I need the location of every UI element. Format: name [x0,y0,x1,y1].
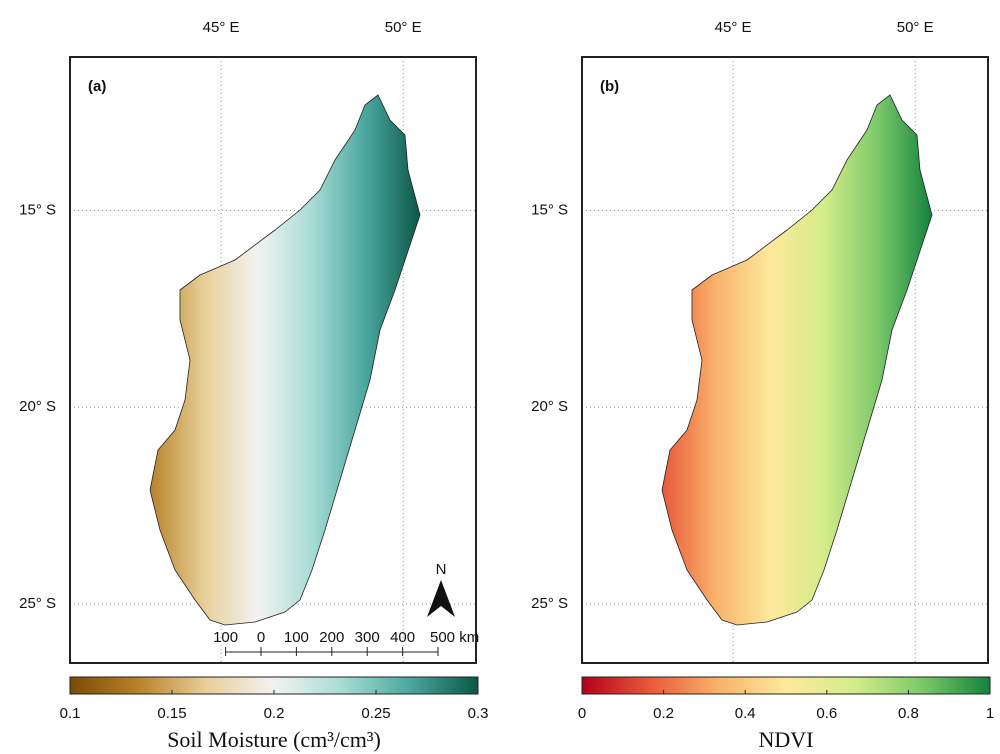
lat-tick-label: 20° S [531,398,568,415]
island [662,95,932,625]
colorbar-tick-label: 1 [986,705,994,722]
lat-tick-label: 25° S [531,595,568,612]
lon-tick-label: 50° E [385,19,422,36]
panel-label: (b) [600,78,619,95]
colorbar-tick-label: 0 [578,705,586,722]
scale-label: 400 [390,629,415,646]
lon-tick-label: 45° E [203,19,240,36]
scale-label: 100 [284,629,309,646]
colorbar-tick-label: 0.6 [816,705,837,722]
scale-label: 200 [319,629,344,646]
colorbar-label: NDVI [759,727,814,752]
colorbar-tick-label: 0.4 [735,705,756,722]
lat-tick-label: 15° S [19,201,56,218]
island [150,95,420,625]
colorbar-tick-label: 0.2 [653,705,674,722]
lon-tick-label: 45° E [715,19,752,36]
panel-label: (a) [88,78,106,95]
lat-tick-label: 25° S [19,595,56,612]
colorbar-tick-label: 0.8 [898,705,919,722]
colorbar-tick-label: 0.1 [60,705,81,722]
colorbar-tick-label: 0.3 [468,705,489,722]
north-label: N [436,561,447,578]
lon-tick-label: 50° E [897,19,934,36]
colorbar-tick-label: 0.15 [157,705,186,722]
colorbar-tick-label: 0.25 [361,705,390,722]
scale-label: 0 [257,629,265,646]
lat-tick-label: 15° S [531,201,568,218]
colorbar [582,677,990,694]
figure: 45° E 50° E 15° S 20° S 25° S (a) 0.1 0.15 0.2 0.… [0,0,1000,754]
north-arrow [427,580,455,617]
scale-label: 100 [213,629,238,646]
scale-label: 500 km [430,629,479,646]
map-panel: 45° E 50° E 15° S 20° S 25° S (a) 0.1 0.15 0.2 0.… [19,19,488,752]
colorbar-label: Soil Moisture (cm³/cm³) [167,727,381,752]
map-panel: 45° E 50° E 15° S 20° S 25° S (b) 0 0.2 0.4 0.6 0.… [531,19,994,752]
scale-label: 300 [355,629,380,646]
lat-tick-label: 20° S [19,398,56,415]
colorbar-tick-label: 0.2 [264,705,285,722]
